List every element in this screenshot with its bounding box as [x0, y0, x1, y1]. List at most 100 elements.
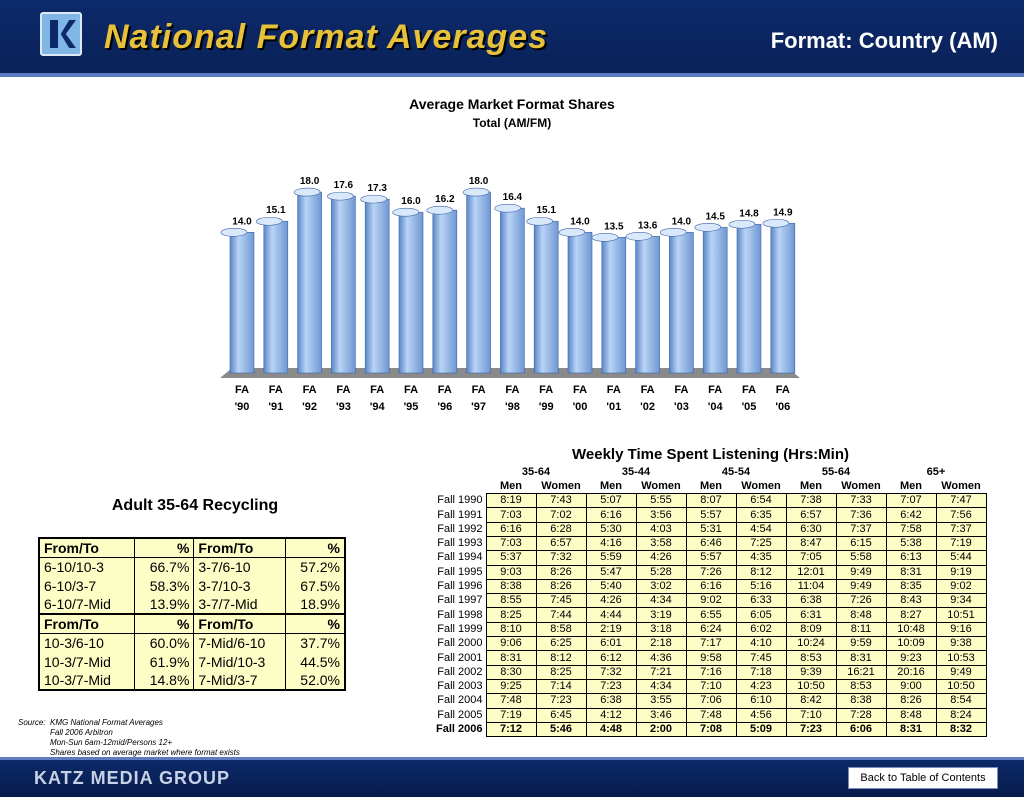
tsl-cell: 9:39	[785, 664, 837, 680]
tsl-cell: 3:58	[635, 535, 687, 552]
recycling-header: %	[284, 613, 345, 634]
recycling-cell: 67.5%	[284, 576, 345, 595]
x-tick-label: '01	[606, 401, 621, 413]
tsl-cell: 8:30	[485, 664, 537, 680]
x-tick-label: '98	[505, 401, 520, 413]
gender-header: Women	[841, 479, 881, 492]
bar	[762, 218, 796, 374]
table-row: Fall 1999 8:10 8:58 2:19 3:18 6:24 6:02 8:09 8:1…	[408, 621, 987, 638]
tsl-cell: 12:01	[785, 564, 837, 580]
recycling-cell: 60.0%	[133, 633, 194, 652]
tsl-title: Weekly Time Spent Listening (Hrs:Min)	[572, 446, 849, 463]
bar-value-label: 14.0	[672, 216, 692, 227]
x-tick-label: FA	[404, 384, 418, 396]
tsl-cell: 7:36	[835, 507, 887, 523]
tsl-cell: 4:16	[585, 535, 637, 552]
x-tick-label: FA	[573, 384, 587, 396]
tsl-cell: 7:10	[785, 707, 837, 723]
recycling-cell: 6-10/10-3	[38, 557, 135, 576]
tsl-cell: 8:42	[785, 693, 837, 709]
recycling-header: %	[133, 537, 194, 558]
tsl-cell: 9:23	[885, 650, 937, 666]
bar	[659, 228, 694, 374]
bar-value-label: 16.0	[401, 196, 421, 207]
tsl-cell: 6:15	[835, 535, 887, 552]
tsl-cell: 10:24	[785, 636, 837, 652]
tsl-cell: 4:26	[635, 550, 687, 566]
back-to-contents-button[interactable]: Back to Table of Contents	[848, 767, 998, 789]
tsl-cell: 6:46	[685, 535, 737, 552]
tsl-cell: 9:49	[835, 564, 887, 580]
tsl-cell: 8:31	[485, 650, 537, 666]
bar	[255, 216, 289, 374]
bar-value-label: 14.9	[773, 207, 793, 218]
bar-value-label: 18.0	[300, 176, 320, 187]
tsl-cell: 8:12	[535, 650, 587, 666]
tsl-cell: 6:57	[785, 507, 837, 523]
row-label: Fall 1999	[408, 622, 487, 637]
tsl-cell: 7:25	[735, 535, 787, 552]
source-line: Mon-Sun 6am-12mid/Persons 12+	[50, 738, 173, 747]
tsl-cell: 4:26	[585, 593, 637, 609]
tsl-cell: 8:24	[935, 707, 987, 723]
tsl-cell: 6:55	[685, 607, 737, 623]
recycling-cell: 7-Mid/3-7	[193, 671, 286, 690]
x-tick-label: FA	[370, 384, 384, 396]
recycling-cell: 3-7/6-10	[193, 557, 286, 576]
tsl-cell: 8:54	[935, 693, 987, 709]
tsl-cell: 6:35	[735, 507, 787, 523]
tsl-cell: 3:19	[635, 607, 687, 623]
tsl-cell: 7:33	[835, 493, 887, 509]
table-row: Fall 2005 7:19 6:45 4:12 3:46 7:48 4:56 7:10 7:2…	[408, 707, 987, 723]
tsl-cell: 8:26	[885, 693, 937, 709]
tsl-cell: 5:38	[885, 535, 937, 552]
tsl-cell: 9:00	[885, 678, 937, 695]
tsl-cell: 6:05	[735, 607, 787, 623]
bar	[392, 207, 424, 374]
chart-subtitle: Total (AM/FM)	[472, 116, 552, 130]
row-label: Fall 1996	[408, 579, 487, 594]
tsl-cell: 7:26	[835, 593, 887, 609]
row-label: Fall 2006	[408, 722, 487, 737]
tsl-cell: 7:44	[535, 607, 587, 623]
bar	[426, 205, 458, 374]
tsl-cell: 7:02	[535, 507, 587, 523]
tsl-cell: 10:48	[885, 621, 937, 638]
tsl-cell: 3:46	[635, 707, 687, 723]
x-tick-label: '96	[437, 401, 452, 413]
recycling-cell: 3-7/10-3	[193, 576, 286, 595]
bar-value-label: 14.0	[570, 216, 590, 227]
row-label: Fall 2000	[408, 636, 487, 651]
tsl-cell: 8:53	[835, 678, 887, 695]
tsl-cell: 7:16	[685, 664, 737, 680]
tsl-cell: 9:25	[485, 678, 537, 695]
tsl-cell: 5:31	[685, 521, 737, 537]
row-label: Fall 2002	[408, 665, 487, 680]
x-tick-label: '04	[708, 401, 724, 413]
bar-value-label: 14.0	[232, 216, 252, 227]
bar	[625, 232, 660, 374]
tsl-cell: 8:48	[885, 707, 937, 723]
tsl-cell: 7:45	[735, 650, 787, 666]
table-row: Fall 2000 9:06 6:25 6:01 2:18 7:17 4:10 10:24 9:…	[408, 636, 987, 652]
tsl-cell: 7:28	[835, 707, 887, 723]
row-label: Fall 2003	[408, 679, 487, 694]
tsl-cell: 4:54	[735, 521, 787, 537]
tsl-cell: 7:08	[685, 721, 737, 738]
bar-value-label: 13.6	[638, 220, 658, 231]
tsl-cell: 9:16	[935, 621, 987, 638]
bar	[360, 194, 390, 374]
tsl-cell: 8:25	[535, 664, 587, 680]
tsl-cell: 8:26	[535, 564, 587, 580]
age-group-header: 35-44	[621, 465, 651, 478]
tsl-cell: 5:07	[585, 493, 637, 509]
tsl-cell: 7:05	[785, 550, 837, 566]
tsl-cell: 8:11	[835, 621, 887, 638]
recycling-header: %	[133, 613, 194, 634]
tsl-cell: 5:57	[685, 507, 737, 523]
tsl-cell: 16:21	[835, 664, 887, 680]
row-label: Fall 2001	[408, 650, 487, 666]
source-line: KMG National Format Averages	[50, 718, 163, 727]
tsl-cell: 7:37	[935, 521, 987, 537]
bar	[327, 191, 356, 374]
